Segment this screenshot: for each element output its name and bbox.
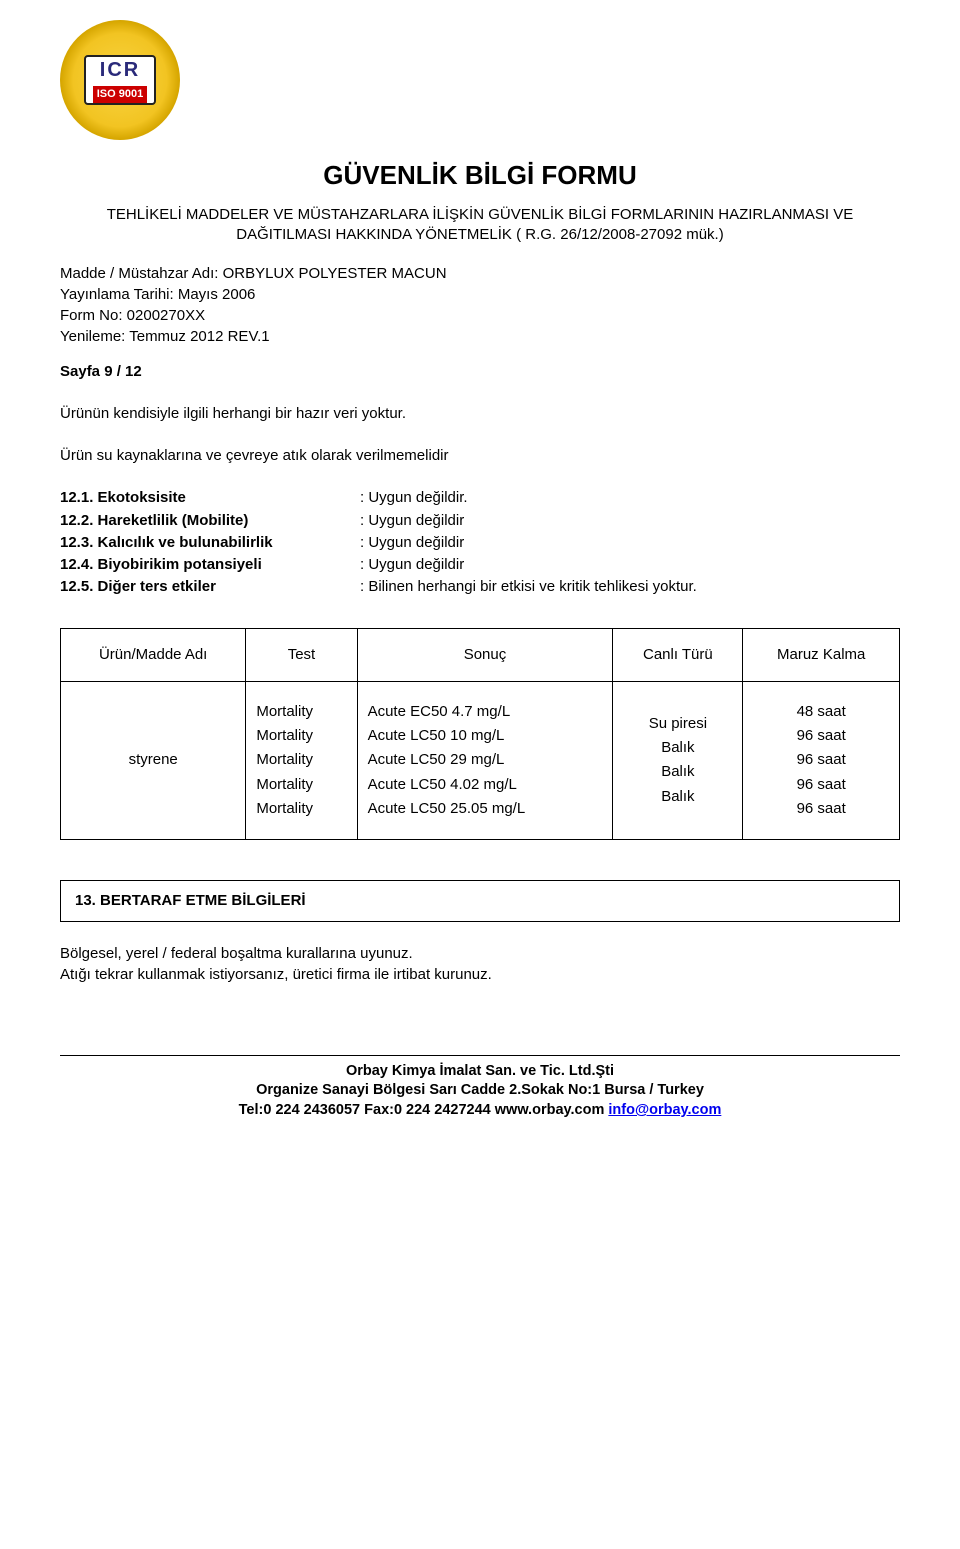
test-item: Mortality <box>256 799 346 819</box>
species-item: Balık <box>623 762 732 782</box>
result-item: Acute LC50 4.02 mg/L <box>368 775 603 795</box>
spec-row: 12.3. Kalıcılık ve bulunabilirlik : Uygu… <box>60 533 900 553</box>
document-subtitle-1: TEHLİKELİ MADDELER VE MÜSTAHZARLARA İLİŞ… <box>60 205 900 225</box>
spec-value: : Uygun değildir <box>360 555 464 575</box>
iso-logo: ICR ISO 9001 <box>60 20 180 140</box>
test-item: Mortality <box>256 702 346 722</box>
test-item: Mortality <box>256 726 346 746</box>
exposure-item: 96 saat <box>753 750 889 770</box>
result-item: Acute LC50 29 mg/L <box>368 750 603 770</box>
spec-value: : Uygun değildir <box>360 533 464 553</box>
exposure-item: 96 saat <box>753 775 889 795</box>
meta-formno: Form No: 0200270XX <box>60 306 900 326</box>
table-row: styrene Mortality Mortality Mortality Mo… <box>61 681 900 839</box>
result-item: Acute EC50 4.7 mg/L <box>368 702 603 722</box>
col-species: Canlı Türü <box>613 628 743 681</box>
spec-label: 12.1. Ekotoksisite <box>60 488 360 508</box>
spec-label: 12.5. Diğer ters etkiler <box>60 577 360 597</box>
col-test: Test <box>246 628 357 681</box>
result-item: Acute LC50 25.05 mg/L <box>368 799 603 819</box>
spec-value: : Uygun değildir. <box>360 488 468 508</box>
intro-line-2: Ürün su kaynaklarına ve çevreye atık ola… <box>60 446 900 466</box>
test-item: Mortality <box>256 775 346 795</box>
meta-revision: Yenileme: Temmuz 2012 REV.1 <box>60 327 900 347</box>
footer-company: Orbay Kimya İmalat San. ve Tic. Ltd.Şti <box>60 1062 900 1082</box>
exposure-item: 96 saat <box>753 799 889 819</box>
exposure-item: 96 saat <box>753 726 889 746</box>
spec-label: 12.3. Kalıcılık ve bulunabilirlik <box>60 533 360 553</box>
cell-results: Acute EC50 4.7 mg/L Acute LC50 10 mg/L A… <box>357 681 613 839</box>
spec-row: 12.5. Diğer ters etkiler : Bilinen herha… <box>60 577 900 597</box>
toxicity-table: Ürün/Madde Adı Test Sonuç Canlı Türü Mar… <box>60 628 900 841</box>
table-header-row: Ürün/Madde Adı Test Sonuç Canlı Türü Mar… <box>61 628 900 681</box>
test-item: Mortality <box>256 750 346 770</box>
document-meta: Madde / Müstahzar Adı: ORBYLUX POLYESTER… <box>60 264 900 382</box>
result-item: Acute LC50 10 mg/L <box>368 726 603 746</box>
section-13-line-2: Atığı tekrar kullanmak istiyorsanız, üre… <box>60 965 900 985</box>
species-item: Balık <box>623 738 732 758</box>
spec-row: 12.1. Ekotoksisite : Uygun değildir. <box>60 488 900 508</box>
meta-product: Madde / Müstahzar Adı: ORBYLUX POLYESTER… <box>60 264 900 284</box>
document-subtitle-2: DAĞITILMASI HAKKINDA YÖNETMELİK ( R.G. 2… <box>60 225 900 245</box>
logo-region: ICR ISO 9001 <box>60 20 900 150</box>
spec-row: 12.2. Hareketlilik (Mobilite) : Uygun de… <box>60 511 900 531</box>
page-footer: Orbay Kimya İmalat San. ve Tic. Ltd.Şti … <box>60 1055 900 1121</box>
section-13-line-1: Bölgesel, yerel / federal boşaltma kural… <box>60 944 900 964</box>
spec-value: : Uygun değildir <box>360 511 464 531</box>
spec-row: 12.4. Biyobirikim potansiyeli : Uygun de… <box>60 555 900 575</box>
cell-species: Su piresi Balık Balık Balık <box>613 681 743 839</box>
spec-label: 12.4. Biyobirikim potansiyeli <box>60 555 360 575</box>
spec-label: 12.2. Hareketlilik (Mobilite) <box>60 511 360 531</box>
logo-icr-text: ICR <box>100 57 140 84</box>
footer-contact: Tel:0 224 2436057 Fax:0 224 2427244 www.… <box>60 1101 900 1121</box>
intro-line-1: Ürünün kendisiyle ilgili herhangi bir ha… <box>60 404 900 424</box>
exposure-item: 48 saat <box>753 702 889 722</box>
meta-pubdate: Yayınlama Tarihi: Mayıs 2006 <box>60 285 900 305</box>
species-item: Su piresi <box>623 714 732 734</box>
meta-page: Sayfa 9 / 12 <box>60 362 900 382</box>
cell-product: styrene <box>61 681 246 839</box>
section-13-heading: 13. BERTARAF ETME BİLGİLERİ <box>60 880 900 922</box>
document-title: GÜVENLİK BİLGİ FORMU <box>60 158 900 193</box>
logo-badge: ICR ISO 9001 <box>84 55 156 105</box>
spec-value: : Bilinen herhangi bir etkisi ve kritik … <box>360 577 697 597</box>
footer-email-link[interactable]: info@orbay.com <box>608 1102 721 1118</box>
document-header: GÜVENLİK BİLGİ FORMU TEHLİKELİ MADDELER … <box>60 158 900 246</box>
cell-exposure: 48 saat 96 saat 96 saat 96 saat 96 saat <box>743 681 900 839</box>
footer-address: Organize Sanayi Bölgesi Sarı Cadde 2.Sok… <box>60 1081 900 1101</box>
spec-list: 12.1. Ekotoksisite : Uygun değildir. 12.… <box>60 488 900 597</box>
species-item: Balık <box>623 787 732 807</box>
footer-contact-text: Tel:0 224 2436057 Fax:0 224 2427244 www.… <box>239 1102 609 1118</box>
logo-iso-text: ISO 9001 <box>93 86 147 103</box>
col-result: Sonuç <box>357 628 613 681</box>
col-exposure: Maruz Kalma <box>743 628 900 681</box>
col-product: Ürün/Madde Adı <box>61 628 246 681</box>
cell-tests: Mortality Mortality Mortality Mortality … <box>246 681 357 839</box>
